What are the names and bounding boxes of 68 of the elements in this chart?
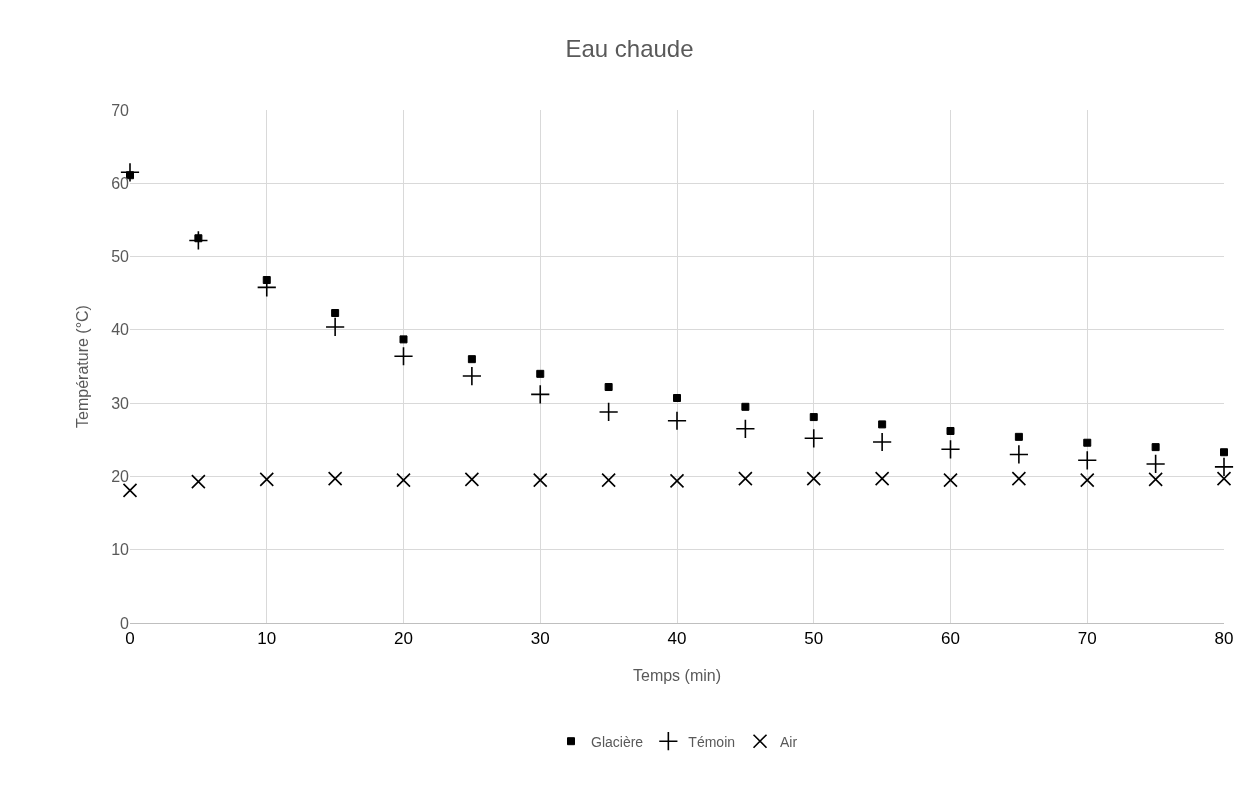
point [191, 474, 206, 489]
point [467, 355, 476, 364]
point [741, 402, 750, 411]
point [1079, 472, 1095, 488]
x-tick-label: 50 [804, 629, 824, 649]
legend-label: Air [780, 733, 798, 750]
point [874, 471, 890, 486]
point [809, 413, 818, 422]
point [1214, 457, 1234, 477]
legend-label: Glacière [591, 733, 644, 750]
point [878, 420, 887, 429]
legend-label: Témoin [688, 733, 736, 750]
point [331, 309, 340, 317]
x-tick-label: 30 [530, 629, 550, 649]
point [396, 472, 411, 488]
point [399, 335, 408, 344]
y-tick-label: 70 [111, 101, 130, 119]
y-tick-label: 30 [111, 394, 130, 412]
y-tick-label: 40 [111, 321, 130, 339]
point [325, 317, 346, 337]
point [1145, 454, 1166, 474]
point [735, 418, 756, 439]
point [327, 471, 343, 486]
point [738, 471, 753, 486]
point [806, 471, 822, 486]
y-tick-label: 10 [111, 541, 130, 559]
point [1151, 443, 1160, 452]
y-tick-label: 20 [111, 468, 130, 486]
x-tick-label: 60 [941, 629, 960, 649]
point [601, 472, 616, 488]
point [1011, 471, 1027, 486]
point [532, 472, 548, 488]
point [946, 426, 955, 435]
point [530, 384, 551, 405]
x-tick-label: 40 [667, 629, 687, 649]
point [1148, 472, 1163, 487]
point [1220, 448, 1228, 457]
point [940, 439, 961, 460]
point [1216, 471, 1232, 486]
point [673, 394, 681, 403]
x-axis-title: Temps (min) [632, 667, 722, 684]
y-tick-label: 0 [120, 614, 130, 632]
point [604, 383, 613, 392]
point [1008, 444, 1029, 465]
y-axis-title: Température (°C) [74, 305, 91, 428]
point [461, 366, 482, 386]
point [536, 369, 545, 378]
point [943, 472, 958, 488]
point [598, 402, 619, 422]
point [669, 473, 685, 489]
point [1014, 432, 1023, 441]
point [872, 432, 893, 452]
x-tick-label: 20 [394, 629, 413, 649]
y-tick-label: 60 [111, 174, 130, 192]
y-tick-label: 50 [111, 248, 130, 266]
chart-title: Eau chaude [565, 34, 694, 62]
point [259, 472, 275, 487]
x-tick-label: 80 [1214, 629, 1234, 649]
point [803, 428, 824, 449]
point [667, 410, 687, 431]
point [1077, 450, 1098, 471]
point [393, 346, 414, 367]
x-tick-label: 10 [257, 629, 277, 649]
point [464, 472, 480, 487]
point [188, 230, 209, 251]
point [1083, 438, 1092, 447]
x-tick-label: 70 [1077, 629, 1097, 649]
point [122, 483, 138, 498]
